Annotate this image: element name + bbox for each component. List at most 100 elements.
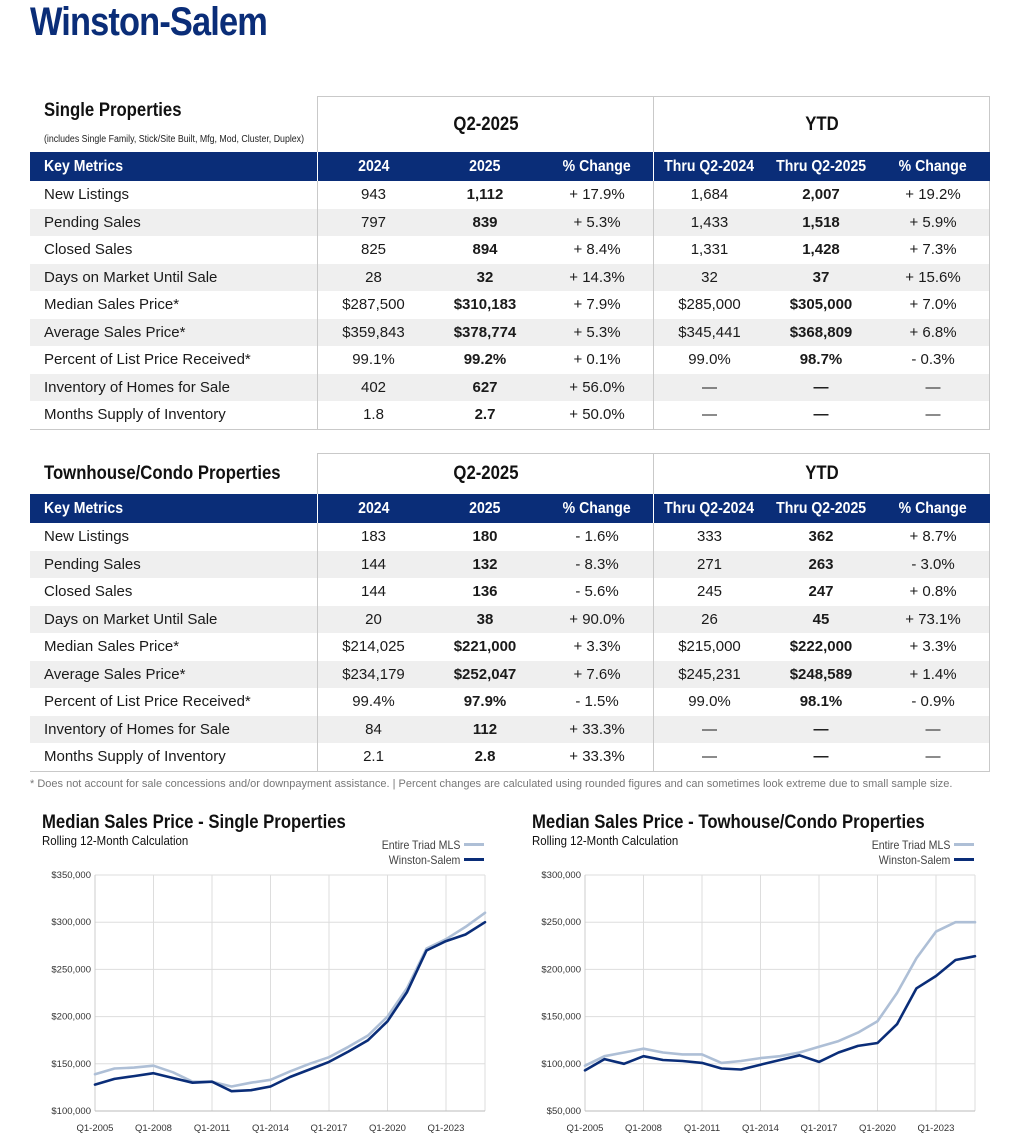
metric-label: Inventory of Homes for Sale — [44, 378, 230, 396]
table-cell: — — [813, 748, 829, 766]
page-title: Winston-Salem — [30, 0, 268, 44]
legend-label: Winston-Salem — [388, 852, 460, 867]
table-cell: + 7.0% — [909, 296, 957, 314]
table-cell: — — [813, 720, 829, 738]
table-cell: 98.1% — [799, 693, 843, 711]
table-cell: + 7.6% — [573, 665, 621, 683]
table-cell: — — [813, 406, 829, 424]
table-cell: 333 — [653, 523, 765, 551]
table-cell: + 15.6% — [905, 268, 961, 286]
y-tick-label: $150,000 — [51, 1059, 91, 1070]
table-cell: - 0.3% — [911, 351, 955, 369]
column-header: 2024 — [357, 157, 390, 175]
table-cell: 1,331 — [653, 236, 765, 264]
table-row: Months Supply of Inventory 1.8 2.7 + 50.0% —… — [30, 401, 989, 429]
metric-label: Percent of List Price Received* — [44, 693, 251, 711]
table-row: Days on Market Until Sale 28 32 + 14.3% 32 37… — [30, 263, 989, 291]
table-cell: $285,000 — [653, 291, 765, 319]
table-row: Inventory of Homes for Sale 402 627 + 56.0%… — [30, 373, 989, 401]
table-cell: — — [653, 401, 765, 429]
table-cell: + 3.3% — [573, 638, 621, 656]
table-cell: $248,589 — [789, 665, 853, 683]
y-tick-label: $300,000 — [541, 870, 581, 881]
table-cell: 402 — [317, 373, 429, 401]
table-cell: 99.1% — [317, 346, 429, 374]
table-cell: 797 — [317, 208, 429, 236]
column-header: Thru Q2-2024 — [664, 157, 755, 175]
x-tick-label: Q1-2017 — [311, 1123, 348, 1134]
column-header: 2024 — [357, 499, 390, 517]
x-tick-label: Q1-2011 — [684, 1123, 720, 1134]
table-row: Median Sales Price* $287,500 $310,183 + 7.9… — [30, 291, 989, 319]
table-cell: 247 — [808, 583, 834, 601]
table-cell: + 0.1% — [573, 351, 621, 369]
chart-legend: Entire Triad MLS Winston-Salem — [861, 837, 974, 867]
x-tick-label: Q1-2008 — [625, 1123, 662, 1134]
table-row: Pending Sales 797 839 + 5.3% 1,433 1,518 + 5.9… — [30, 208, 989, 236]
table-cell: — — [925, 406, 941, 424]
table-row: Days on Market Until Sale 20 38 + 90.0% 26 45… — [30, 605, 989, 633]
table-cell: + 6.8% — [909, 323, 957, 341]
legend-entry: Winston-Salem — [861, 852, 974, 867]
table-cell: - 8.3% — [575, 555, 619, 573]
legend-entry: Entire Triad MLS — [861, 837, 974, 852]
table-cell: 112 — [472, 720, 498, 738]
table-cell: + 7.3% — [909, 241, 957, 259]
table-cell: $234,179 — [317, 660, 429, 688]
table-cell: — — [653, 743, 765, 771]
table-cell: + 19.2% — [905, 186, 961, 204]
legend-label: Entire Triad MLS — [381, 837, 460, 852]
x-tick-label: Q1-2014 — [742, 1123, 779, 1134]
table-row: Months Supply of Inventory 2.1 2.8 + 33.3% —… — [30, 743, 989, 771]
column-header: % Change — [562, 499, 632, 517]
metric-label: New Listings — [44, 528, 130, 546]
chart-subtitle: Rolling 12-Month Calculation — [42, 833, 189, 848]
table-cell: 1,112 — [466, 186, 504, 204]
table-cell: 99.4% — [317, 688, 429, 716]
table-row: Pending Sales 144 132 - 8.3% 271 263 - 3.0% — [30, 550, 989, 578]
table-cell: - 1.6% — [575, 528, 619, 546]
table-cell: 180 — [472, 528, 498, 546]
table-cell: + 50.0% — [569, 406, 625, 424]
table-cell: — — [925, 720, 941, 738]
series-line-city — [93, 920, 487, 1093]
legend-label: Entire Triad MLS — [871, 837, 950, 852]
table-cell: 183 — [317, 523, 429, 551]
table-cell: $252,047 — [453, 665, 517, 683]
table-cell: 1,684 — [653, 181, 765, 209]
table-cell: $378,774 — [453, 323, 517, 341]
table-cell: 32 — [653, 263, 765, 291]
table-cell: $310,183 — [453, 296, 517, 314]
table-cell: 271 — [653, 550, 765, 578]
metric-label: Pending Sales — [44, 213, 141, 231]
table-body: New Listings 943 1,112 + 17.9% 1,684 2,007 + 1… — [30, 181, 990, 430]
y-tick-label: $300,000 — [51, 917, 91, 928]
table-cell: - 0.9% — [911, 693, 955, 711]
column-header: % Change — [898, 499, 968, 517]
metric-label: Pending Sales — [44, 555, 141, 573]
x-tick-label: Q1-2014 — [252, 1123, 289, 1134]
period-header: Q2-2025 — [317, 96, 654, 152]
table-cell: 99.0% — [653, 346, 765, 374]
column-header: 2025 — [469, 499, 501, 517]
table-cell: $214,025 — [317, 633, 429, 661]
metric-label: Average Sales Price* — [44, 323, 186, 341]
period-header: Q2-2025 — [317, 453, 654, 494]
column-header: Thru Q2-2025 — [775, 157, 866, 175]
table-cell: + 90.0% — [569, 610, 625, 628]
table-cell: — — [925, 378, 941, 396]
y-tick-label: $200,000 — [51, 1012, 91, 1023]
metric-label: Percent of List Price Received* — [44, 351, 251, 369]
metric-label: Months Supply of Inventory — [44, 748, 226, 766]
x-tick-label: Q1-2020 — [859, 1123, 896, 1134]
x-tick-label: Q1-2023 — [428, 1123, 465, 1134]
metric-label: Days on Market Until Sale — [44, 268, 218, 286]
x-tick-label: Q1-2005 — [567, 1123, 604, 1134]
footnote: * Does not account for sale concessions … — [30, 778, 953, 790]
table-cell: 825 — [317, 236, 429, 264]
table-cell: — — [653, 373, 765, 401]
table-cell: 1.8 — [317, 401, 429, 429]
legend-entry: Winston-Salem — [371, 852, 484, 867]
ytd-header: YTD — [653, 96, 990, 152]
table-cell: $222,000 — [789, 638, 853, 656]
